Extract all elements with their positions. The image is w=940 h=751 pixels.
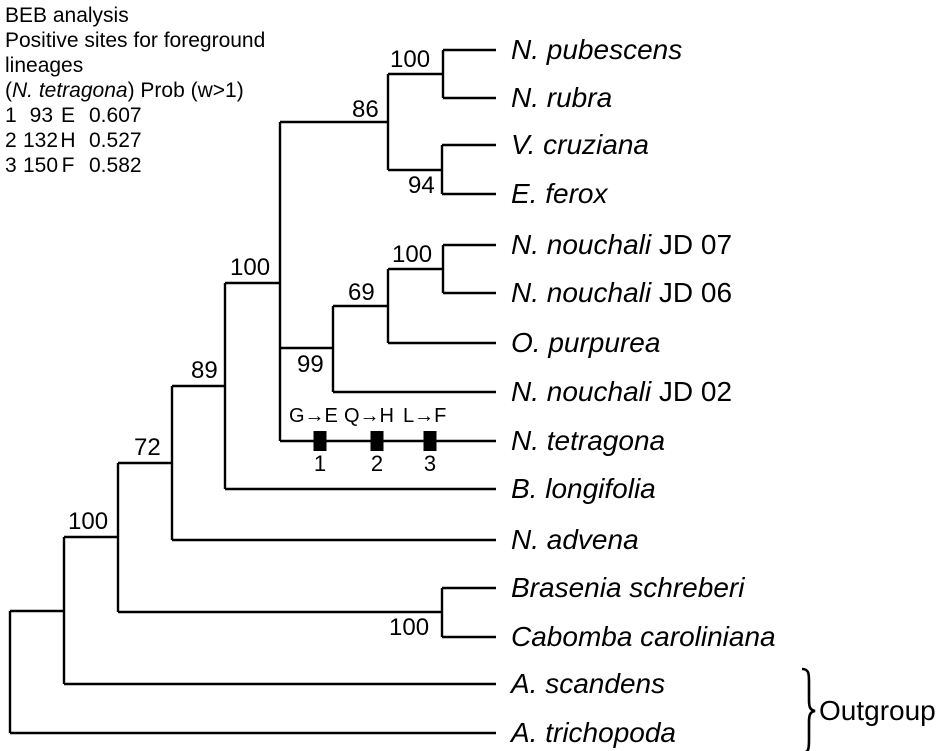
legend-row: 1 93 E 0.607 (5, 103, 265, 128)
taxon-label: E. ferox (511, 179, 607, 209)
taxon-label: Brasenia schreberi (511, 573, 744, 603)
taxon-label: N. nouchali JD 07 (511, 230, 732, 260)
support-value: 72 (134, 434, 161, 461)
positive-site-marker (370, 431, 384, 451)
outgroup-brace (801, 667, 816, 751)
mutation-label: G→E (289, 405, 338, 427)
probability: 0.582 (89, 154, 142, 177)
taxon-name: B. longifolia (511, 473, 656, 504)
taxon-name: N. advena (511, 524, 639, 555)
taxon-label: O. purpurea (511, 328, 660, 358)
beb-legend: BEB analysis Positive sites for foregrou… (5, 3, 265, 178)
taxon-name: N. nouchali (511, 376, 652, 407)
legend-row: 3 150 F 0.582 (5, 153, 265, 178)
legend-header-species: N. tetragona (12, 79, 128, 102)
site-number: 1 (5, 104, 17, 127)
taxon-name: N. pubescens (511, 34, 683, 65)
outgroup-label: Outgroup (819, 695, 936, 726)
site-number: 2 (5, 129, 17, 152)
taxon-name: E. ferox (511, 178, 608, 209)
tree-branches (8, 48, 496, 735)
taxon-name: O. purpurea (511, 327, 661, 358)
taxon-name: N. nouchali (511, 229, 652, 260)
taxon-name: A. trichopoda (511, 717, 676, 748)
mutation-site-number: 3 (423, 451, 437, 476)
taxon-name: A. scandens (511, 668, 666, 699)
site-position: 150 (23, 154, 59, 177)
taxon-label: N. nouchali JD 06 (511, 278, 732, 308)
legend-subtitle-1: Positive sites for foreground (5, 29, 266, 52)
support-value: 69 (348, 279, 375, 306)
taxon-label: N. nouchali JD 02 (511, 377, 732, 407)
taxon-suffix: JD 02 (651, 376, 733, 407)
taxon-suffix: JD 06 (651, 277, 733, 308)
support-value: 94 (408, 172, 435, 199)
taxon-label: N. pubescens (511, 35, 682, 65)
taxon-label: B. longifolia (511, 474, 656, 504)
site-position: 93 (29, 104, 53, 127)
taxon-name: N. nouchali (511, 277, 652, 308)
support-value: 99 (297, 351, 324, 378)
taxon-name: Brasenia schreberi (511, 572, 745, 603)
support-value: 100 (390, 46, 431, 73)
positive-site-marker (313, 431, 327, 451)
taxon-name: N. rubra (511, 82, 613, 113)
legend-header-post: ) Prob (w>1) (127, 79, 244, 102)
positive-site-marker (423, 431, 437, 451)
taxon-name: V. cruziana (511, 129, 649, 160)
site-number: 3 (5, 154, 17, 177)
taxon-label: A. scandens (511, 669, 665, 699)
taxon-suffix: JD 07 (651, 229, 733, 260)
taxon-label: N. tetragona (511, 426, 665, 456)
taxon-label: Cabomba caroliniana (511, 622, 776, 652)
legend-title: BEB analysis (5, 4, 129, 27)
mutation-label: L→F (403, 405, 447, 427)
positive-site-markers (313, 431, 437, 451)
support-value: 86 (352, 96, 379, 123)
mutation-site-number: 1 (313, 451, 327, 476)
legend-row: 2 132 H 0.527 (5, 128, 265, 153)
taxon-name: N. tetragona (511, 425, 666, 456)
probability: 0.607 (89, 104, 142, 127)
mutation-label: Q→H (344, 405, 394, 427)
taxon-label: A. trichopoda (511, 718, 676, 748)
legend-subtitle-2: lineages (5, 54, 84, 77)
legend-header: (N. tetragona) Prob (w>1) (5, 78, 265, 103)
legend-header-pre: ( (5, 79, 12, 102)
taxon-label: N. rubra (511, 83, 612, 113)
site-position: 132 (23, 129, 59, 152)
amino-acid: F (61, 154, 75, 177)
mutation-site-number: 2 (370, 451, 384, 476)
probability: 0.527 (89, 129, 142, 152)
taxon-label: N. advena (511, 525, 639, 555)
support-value: 100 (392, 241, 433, 268)
support-value: 100 (230, 254, 271, 281)
amino-acid: H (60, 129, 76, 152)
taxon-name: Cabomba caroliniana (511, 621, 776, 652)
support-value: 89 (191, 357, 218, 384)
amino-acid: E (60, 104, 75, 127)
support-value: 100 (389, 614, 430, 641)
taxon-label: V. cruziana (511, 130, 649, 160)
support-value: 100 (68, 508, 109, 535)
